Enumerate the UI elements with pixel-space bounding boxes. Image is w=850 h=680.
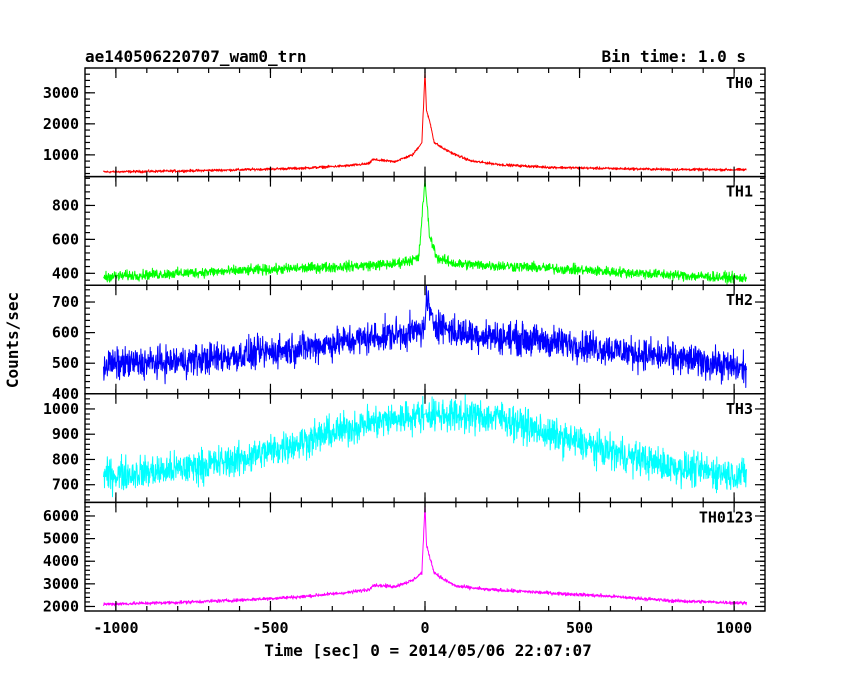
y-tick-label: 400 xyxy=(52,264,79,282)
panel-th0123: 2000 3000 4000 5000 6000 TH0123 -1000 -500 0 500 1… xyxy=(43,501,766,637)
panel-label: TH0 xyxy=(726,74,753,92)
x-axis-label: Time [sec] 0 = 2014/05/06 22:07:07 xyxy=(264,641,592,660)
y-tick-label: 700 xyxy=(52,293,79,311)
y-tick-label: 500 xyxy=(52,354,79,372)
x-tick-label: -1000 xyxy=(93,619,138,637)
y-tick-label: 3000 xyxy=(43,84,79,102)
series-line-th0123 xyxy=(103,504,747,607)
y-tick-label: 600 xyxy=(52,324,79,342)
series-line-th1 xyxy=(103,177,747,285)
panel-label: TH2 xyxy=(726,291,753,309)
x-tick-label: -500 xyxy=(252,619,288,637)
series-line-th3 xyxy=(103,394,747,498)
x-tick-label: 1000 xyxy=(716,619,752,637)
plot-title: ae140506220707_wam0_trn xyxy=(85,47,307,66)
bin-time-label: Bin time: 1.0 s xyxy=(602,47,747,66)
x-tick-label: 500 xyxy=(566,619,593,637)
panel-label: TH0123 xyxy=(699,508,753,526)
y-tick-label: 800 xyxy=(52,450,79,468)
panel-th0: 1000 2000 3000 TH0 xyxy=(43,67,766,178)
x-tick-label: 0 xyxy=(420,619,429,637)
y-tick-label: 6000 xyxy=(43,507,79,525)
y-tick-label: 800 xyxy=(52,196,79,214)
y-tick-label: 5000 xyxy=(43,530,79,548)
panel-th2: 400 500 600 700 TH2 xyxy=(52,284,766,403)
panel-label: TH1 xyxy=(726,183,753,201)
y-tick-label: 2000 xyxy=(43,597,79,615)
y-tick-label: 600 xyxy=(52,230,79,248)
panel-frame xyxy=(84,284,766,395)
y-tick-label: 1000 xyxy=(43,146,79,164)
panel-th1: 400 600 800 TH1 xyxy=(52,175,766,286)
series-line-th0 xyxy=(103,70,747,174)
y-tick-label: 400 xyxy=(52,385,79,403)
y-tick-label: 700 xyxy=(52,476,79,494)
panels-group: 1000 2000 3000 TH0 400 600 800 TH1 400 500 600 700 T… xyxy=(43,67,766,637)
series-line-th2 xyxy=(103,285,747,388)
panel-th3: 700 800 900 1000 TH3 xyxy=(43,393,766,504)
y-tick-label: 1000 xyxy=(43,400,79,418)
panel-label: TH3 xyxy=(726,400,753,418)
panel-frame xyxy=(84,175,766,286)
y-tick-label: 2000 xyxy=(43,115,79,133)
y-axis-label: Counts/sec xyxy=(3,292,22,388)
y-tick-label: 900 xyxy=(52,425,79,443)
y-tick-label: 4000 xyxy=(43,552,79,570)
y-tick-label: 3000 xyxy=(43,575,79,593)
panel-frame xyxy=(84,501,766,612)
